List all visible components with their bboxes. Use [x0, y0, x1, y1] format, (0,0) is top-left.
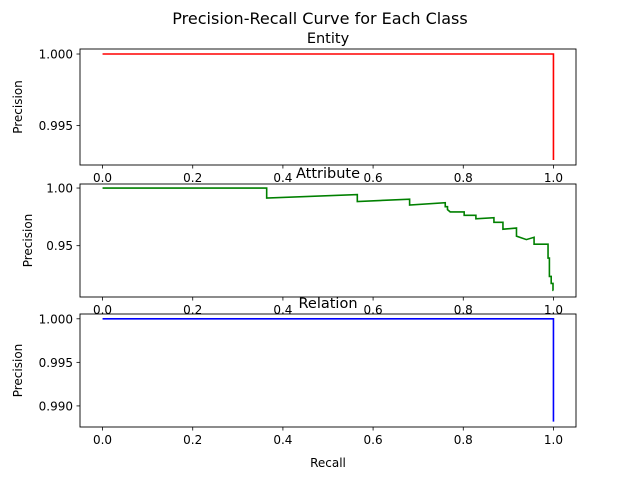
entity-x-tick-label: 1.0 — [544, 171, 563, 185]
relation-x-axis-label: Recall — [310, 456, 346, 470]
relation-y-tick-label: 1.000 — [39, 312, 73, 326]
relation-x-tick-label: 0.4 — [273, 433, 292, 447]
entity-y-tick-label: 1.000 — [39, 48, 73, 62]
relation-subplot: 0.0 0.2 0.4 0.6 0.8 1.0 1.000 0.995 0.990 Relatio… — [11, 296, 577, 470]
attribute-axes-frame — [79, 183, 577, 298]
entity-x-tick-label: 0.2 — [183, 171, 202, 185]
attribute-x-tick-label: 0.2 — [183, 303, 202, 317]
entity-x-tick-label: 0.6 — [364, 171, 383, 185]
entity-y-axis-label: Precision — [11, 80, 25, 134]
entity-y-tick-label: 0.995 — [39, 119, 73, 133]
relation-x-tick-label: 0.2 — [183, 433, 202, 447]
entity-x-tick-label: 0.0 — [93, 171, 112, 185]
attribute-y-tick-label: 0.95 — [46, 239, 73, 253]
attribute-x-tick-label: 1.0 — [544, 303, 563, 317]
relation-axes-frame — [79, 313, 577, 428]
attribute-subplot: 0.0 0.2 0.4 0.6 0.8 1.0 1.00 0.95 Attribute Preci… — [21, 166, 577, 317]
relation-y-tick-label: 0.995 — [39, 356, 73, 370]
relation-x-tick-label: 1.0 — [544, 433, 563, 447]
figure-suptitle: Precision-Recall Curve for Each Class — [172, 9, 467, 28]
attribute-y-tick-label: 1.00 — [46, 182, 73, 196]
attribute-pr-curve-0 — [102, 187, 554, 292]
attribute-x-tick-label: 0.6 — [364, 303, 383, 317]
subplots-container: 0.0 0.2 0.4 0.6 0.8 1.0 1.000 0.995 Entity Precis… — [11, 31, 577, 470]
attribute-y-axis-label: Precision — [21, 214, 35, 268]
entity-title: Entity — [307, 31, 350, 47]
relation-y-tick-label: 0.990 — [39, 399, 73, 413]
relation-title: Relation — [298, 296, 357, 312]
entity-pr-curve-0 — [102, 53, 555, 160]
entity-x-tick-label: 0.8 — [454, 171, 473, 185]
relation-x-tick-label: 0.8 — [454, 433, 473, 447]
relation-x-tick-label: 0.0 — [93, 433, 112, 447]
relation-x-tick-label: 0.6 — [364, 433, 383, 447]
entity-subplot: 0.0 0.2 0.4 0.6 0.8 1.0 1.000 0.995 Entity Precis… — [11, 31, 577, 185]
attribute-x-tick-label: 0.0 — [93, 303, 112, 317]
relation-pr-curve-0 — [102, 317, 555, 422]
attribute-title: Attribute — [296, 166, 360, 182]
entity-x-tick-label: 0.4 — [273, 171, 292, 185]
attribute-x-tick-label: 0.8 — [454, 303, 473, 317]
entity-axes-frame — [79, 48, 577, 166]
attribute-x-tick-label: 0.4 — [273, 303, 292, 317]
relation-y-axis-label: Precision — [11, 344, 25, 398]
